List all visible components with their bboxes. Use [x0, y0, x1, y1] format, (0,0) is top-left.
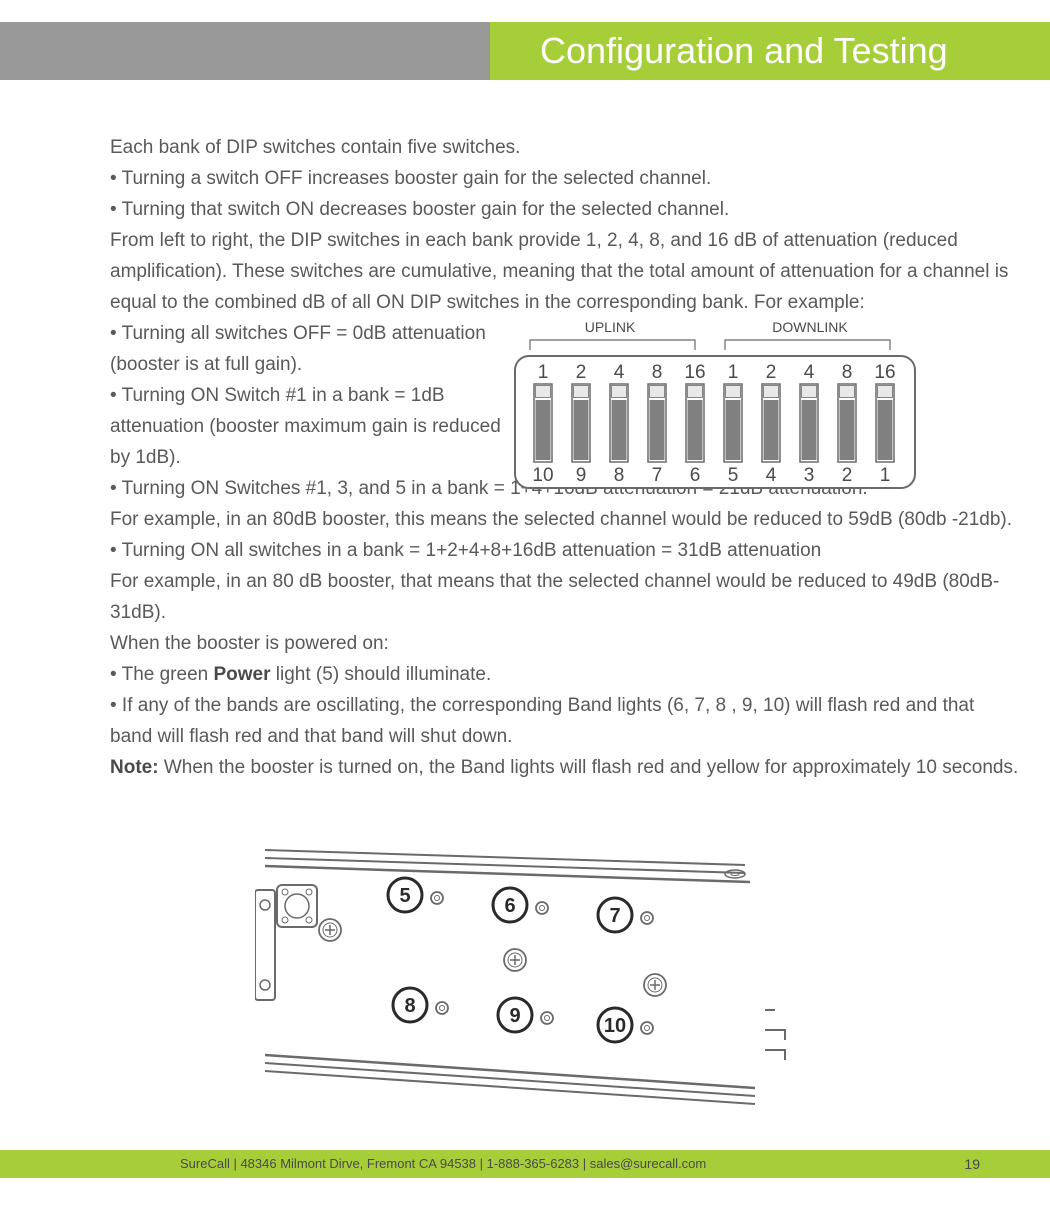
svg-text:6: 6 [690, 465, 701, 486]
dip-switch-diagram: UPLINK DOWNLINK 1 10 2 9 4 8 8 7 16 6 1 5 2 4 4 3 8 2 16 1 [510, 318, 920, 498]
para-10: For example, in an 80 dB booster, that m… [110, 566, 1020, 628]
para-12a: • The green [110, 664, 213, 685]
para-13: • If any of the bands are oscillating, t… [110, 690, 1020, 752]
svg-text:2: 2 [842, 465, 853, 486]
svg-text:9: 9 [509, 1005, 520, 1027]
para-12c: light (5) should illuminate. [271, 664, 492, 685]
svg-text:2: 2 [576, 362, 587, 383]
header-title: Configuration and Testing [490, 22, 1050, 80]
para-6: • Turning ON Switch #1 in a bank = 1dB a… [110, 380, 505, 473]
svg-text:5: 5 [399, 885, 410, 907]
para-2: • Turning a switch OFF increases booster… [110, 163, 1020, 194]
footer-page-number: 19 [964, 1150, 980, 1178]
svg-text:2: 2 [766, 362, 777, 383]
svg-text:7: 7 [609, 905, 620, 927]
dip-switch-svg: UPLINK DOWNLINK 1 10 2 9 4 8 8 7 16 6 1 5 2 4 4 3 8 2 16 1 [510, 318, 920, 493]
svg-text:16: 16 [684, 362, 705, 383]
svg-text:4: 4 [804, 362, 815, 383]
device-svg: 5 6 7 8 9 10 [255, 830, 800, 1110]
para-8: For example, in an 80dB booster, this me… [110, 504, 1020, 535]
svg-text:16: 16 [874, 362, 895, 383]
para-12: • The green Power light (5) should illum… [110, 659, 1020, 690]
svg-text:9: 9 [576, 465, 587, 486]
para-14a: Note: [110, 757, 159, 778]
para-12b: Power [213, 664, 270, 685]
svg-text:1: 1 [728, 362, 739, 383]
svg-text:4: 4 [614, 362, 625, 383]
para-9: • Turning ON all switches in a bank = 1+… [110, 535, 1020, 566]
svg-text:7: 7 [652, 465, 663, 486]
page-header: Configuration and Testing [0, 22, 1050, 80]
svg-text:5: 5 [728, 465, 739, 486]
svg-text:DOWNLINK: DOWNLINK [772, 319, 848, 335]
svg-text:10: 10 [532, 465, 553, 486]
svg-text:1: 1 [880, 465, 891, 486]
device-diagram: 5 6 7 8 9 10 [255, 830, 800, 1110]
para-5: • Turning all switches OFF = 0dB attenua… [110, 318, 505, 380]
para-11: When the booster is powered on: [110, 628, 1020, 659]
para-4: From left to right, the DIP switches in … [110, 225, 1020, 318]
para-1: Each bank of DIP switches contain five s… [110, 132, 1020, 163]
svg-text:1: 1 [538, 362, 549, 383]
svg-text:UPLINK: UPLINK [585, 319, 636, 335]
svg-text:4: 4 [766, 465, 777, 486]
footer-text: SureCall | 48346 Milmont Dirve, Fremont … [180, 1150, 706, 1178]
svg-text:8: 8 [404, 995, 415, 1017]
para-14b: When the booster is turned on, the Band … [159, 757, 1019, 778]
svg-text:8: 8 [614, 465, 625, 486]
svg-text:10: 10 [604, 1015, 626, 1037]
para-14: Note: When the booster is turned on, the… [110, 752, 1020, 783]
header-gray-block [0, 22, 490, 80]
svg-text:8: 8 [652, 362, 663, 383]
svg-text:8: 8 [842, 362, 853, 383]
page-footer: SureCall | 48346 Milmont Dirve, Fremont … [0, 1150, 1050, 1178]
svg-text:6: 6 [504, 895, 515, 917]
svg-text:3: 3 [804, 465, 815, 486]
para-3: • Turning that switch ON decreases boost… [110, 194, 1020, 225]
